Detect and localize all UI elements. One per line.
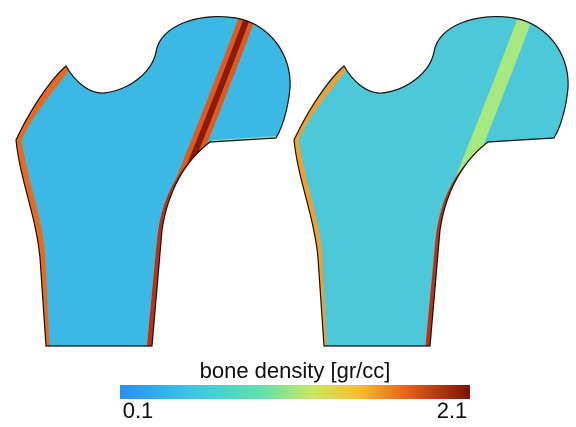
colorbar (120, 385, 470, 399)
colorbar-max: 2.1 (437, 398, 468, 423)
femur-right (280, 0, 576, 350)
figure: bone density [gr/cc] 0.1 2.1 (0, 0, 576, 427)
femur-left (0, 0, 300, 350)
colorbar-min: 0.1 (123, 398, 154, 423)
colorbar-label: bone density [gr/cc] (200, 358, 391, 383)
